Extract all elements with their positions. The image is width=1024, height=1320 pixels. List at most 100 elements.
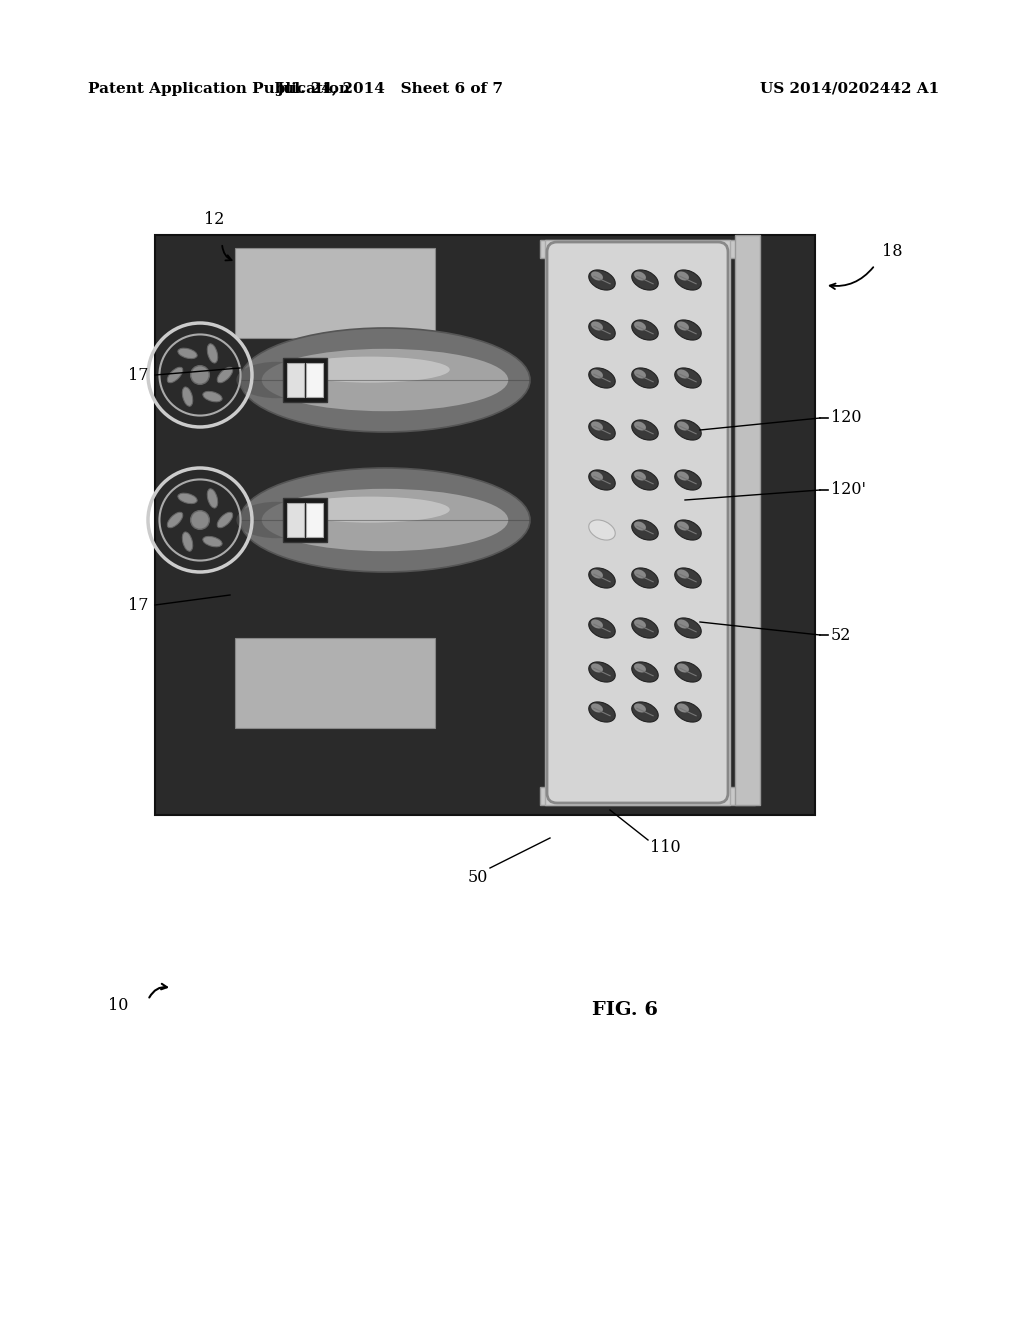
Ellipse shape (240, 469, 530, 572)
Text: US 2014/0202442 A1: US 2014/0202442 A1 (760, 82, 939, 96)
Ellipse shape (203, 392, 222, 401)
Circle shape (190, 366, 209, 384)
Ellipse shape (634, 272, 646, 281)
Ellipse shape (634, 664, 646, 672)
Ellipse shape (632, 269, 658, 290)
Ellipse shape (632, 420, 658, 440)
Ellipse shape (237, 362, 316, 399)
Ellipse shape (677, 272, 689, 281)
Ellipse shape (237, 502, 316, 539)
Ellipse shape (634, 521, 646, 531)
Ellipse shape (589, 661, 615, 682)
Bar (283, 498, 327, 543)
Ellipse shape (632, 568, 658, 589)
Bar (234, 638, 435, 729)
FancyBboxPatch shape (547, 242, 728, 803)
Text: 17: 17 (128, 597, 148, 614)
Ellipse shape (677, 664, 689, 672)
Ellipse shape (677, 704, 689, 713)
Ellipse shape (589, 470, 615, 490)
Ellipse shape (634, 322, 646, 330)
Ellipse shape (677, 569, 689, 578)
Ellipse shape (262, 348, 508, 412)
Bar (287, 363, 304, 397)
Ellipse shape (632, 702, 658, 722)
Text: 12: 12 (204, 211, 224, 228)
Circle shape (190, 511, 209, 529)
Ellipse shape (632, 319, 658, 341)
Ellipse shape (262, 488, 508, 552)
Ellipse shape (182, 532, 193, 552)
Text: 50: 50 (468, 870, 488, 887)
Ellipse shape (589, 618, 615, 638)
Ellipse shape (632, 470, 658, 490)
Text: 110: 110 (650, 840, 681, 857)
Text: Patent Application Publication: Patent Application Publication (88, 82, 350, 96)
Text: 18: 18 (882, 243, 902, 260)
Ellipse shape (178, 348, 198, 359)
Ellipse shape (675, 368, 701, 388)
Ellipse shape (634, 421, 646, 430)
Bar (155, 235, 815, 814)
Ellipse shape (634, 370, 646, 379)
Text: 17: 17 (128, 367, 148, 384)
Ellipse shape (591, 421, 603, 430)
Text: 52: 52 (831, 627, 851, 644)
Ellipse shape (290, 356, 450, 383)
Ellipse shape (675, 319, 701, 341)
Ellipse shape (632, 661, 658, 682)
Ellipse shape (589, 702, 615, 722)
Ellipse shape (589, 420, 615, 440)
Text: 120: 120 (831, 409, 861, 426)
Ellipse shape (589, 568, 615, 589)
Bar (545, 240, 730, 805)
Ellipse shape (677, 521, 689, 531)
Text: Jul. 24, 2014   Sheet 6 of 7: Jul. 24, 2014 Sheet 6 of 7 (276, 82, 504, 96)
Ellipse shape (589, 520, 615, 540)
Text: 10: 10 (108, 997, 128, 1014)
Ellipse shape (634, 619, 646, 628)
Ellipse shape (677, 370, 689, 379)
Ellipse shape (677, 421, 689, 430)
Ellipse shape (203, 536, 222, 546)
Ellipse shape (632, 520, 658, 540)
Bar (287, 503, 304, 537)
Ellipse shape (675, 661, 701, 682)
Ellipse shape (591, 704, 603, 713)
Ellipse shape (217, 512, 232, 528)
Ellipse shape (182, 387, 193, 407)
Ellipse shape (167, 367, 182, 383)
Text: 120': 120' (831, 482, 866, 499)
Bar (540, 787, 755, 805)
Ellipse shape (178, 494, 198, 503)
Ellipse shape (591, 619, 603, 628)
Ellipse shape (634, 471, 646, 480)
Ellipse shape (207, 343, 218, 363)
Ellipse shape (675, 568, 701, 589)
Text: FIG. 6: FIG. 6 (592, 1001, 658, 1019)
Ellipse shape (675, 520, 701, 540)
Ellipse shape (634, 569, 646, 578)
Ellipse shape (290, 496, 450, 523)
Ellipse shape (591, 370, 603, 379)
Ellipse shape (591, 272, 603, 281)
Ellipse shape (675, 420, 701, 440)
Ellipse shape (675, 618, 701, 638)
Ellipse shape (591, 322, 603, 330)
Ellipse shape (675, 702, 701, 722)
Ellipse shape (591, 471, 603, 480)
Ellipse shape (591, 569, 603, 578)
Bar (540, 240, 755, 257)
Ellipse shape (591, 664, 603, 672)
Ellipse shape (677, 322, 689, 330)
Bar (234, 248, 435, 338)
Bar (306, 503, 323, 537)
Bar (283, 358, 327, 403)
Ellipse shape (677, 471, 689, 480)
Ellipse shape (240, 327, 530, 432)
Ellipse shape (207, 488, 218, 508)
Ellipse shape (675, 269, 701, 290)
Bar (735, 235, 760, 805)
Ellipse shape (632, 368, 658, 388)
Ellipse shape (632, 618, 658, 638)
